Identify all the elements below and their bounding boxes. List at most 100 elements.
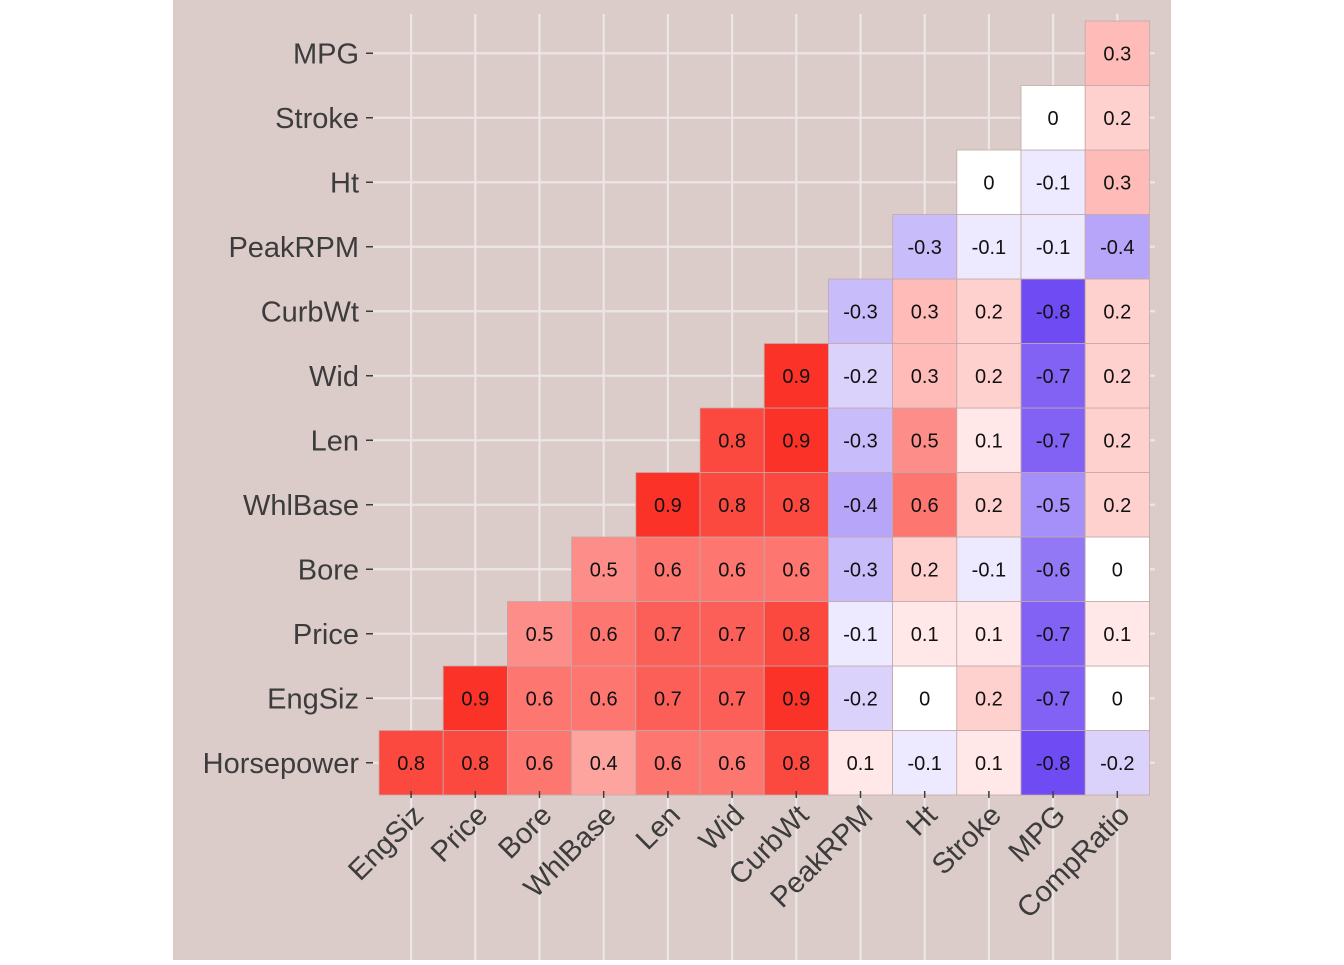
heatmap-cell xyxy=(828,343,894,409)
heatmap-cell xyxy=(699,730,765,796)
cell-value-label: 0.8 xyxy=(782,753,810,775)
y-tick-label: Price xyxy=(293,619,359,651)
heatmap-cell xyxy=(1020,343,1086,409)
cell-value-label: -0.1 xyxy=(1036,172,1070,194)
cell-value-label: 0.1 xyxy=(975,753,1003,775)
cell-value-label: -0.3 xyxy=(843,559,877,581)
heatmap-cell xyxy=(699,665,765,731)
heatmap-cell xyxy=(1084,472,1150,538)
cell-value-label: 0.4 xyxy=(590,753,618,775)
heatmap-cell xyxy=(1084,665,1150,731)
cell-value-label: -0.8 xyxy=(1036,301,1070,323)
cell-value-label: 0.2 xyxy=(1103,108,1131,130)
heatmap-cell xyxy=(506,730,572,796)
cell-value-label: 0.6 xyxy=(590,688,618,710)
cell-value-label: -0.1 xyxy=(1036,237,1070,259)
cell-value-label: 0.6 xyxy=(718,559,746,581)
cell-value-label: 0.2 xyxy=(975,366,1003,388)
cell-value-label: 0.6 xyxy=(782,559,810,581)
heatmap-cell xyxy=(1020,278,1086,344)
heatmap-cell xyxy=(956,407,1022,473)
cell-value-label: -0.7 xyxy=(1036,688,1070,710)
heatmap-cell xyxy=(1084,730,1150,796)
heatmap-cell xyxy=(763,472,829,538)
heatmap-cell xyxy=(1020,214,1086,280)
cell-value-label: 0.3 xyxy=(911,301,939,323)
heatmap-cell xyxy=(956,149,1022,215)
cell-value-label: -0.3 xyxy=(843,301,877,323)
heatmap-cell xyxy=(1084,536,1150,602)
cell-value-label: 0.7 xyxy=(654,688,682,710)
y-axis: Horsepower EngSiz Price Bore WhlBase Len Wid Cu… xyxy=(203,38,373,780)
heatmap-cell xyxy=(892,665,958,731)
cell-value-label: 0.6 xyxy=(526,753,554,775)
cell-value-label: -0.8 xyxy=(1036,753,1070,775)
cell-value-label: -0.1 xyxy=(972,559,1006,581)
cell-value-label: -0.3 xyxy=(843,430,877,452)
heatmap-cell xyxy=(1020,149,1086,215)
cell-value-label: 0.6 xyxy=(654,559,682,581)
heatmap-cell xyxy=(892,214,958,280)
y-tick-label: Horsepower xyxy=(203,748,360,780)
cell-value-label: 0.3 xyxy=(1103,172,1131,194)
cell-value-label: 0.8 xyxy=(461,753,489,775)
y-tick-label: Stroke xyxy=(275,103,359,135)
y-tick-label: EngSiz xyxy=(267,683,359,715)
cell-value-label: 0.2 xyxy=(911,559,939,581)
heatmap-cell xyxy=(1020,536,1086,602)
y-tick-label: Wid xyxy=(309,361,359,393)
cell-value-label: 0.2 xyxy=(975,495,1003,517)
heatmap-cell xyxy=(571,730,637,796)
heatmap-cell xyxy=(1084,85,1150,151)
cell-value-label: -0.4 xyxy=(843,495,877,517)
heatmap-cell xyxy=(828,278,894,344)
cell-value-label: -0.7 xyxy=(1036,624,1070,646)
cell-value-label: 0.3 xyxy=(911,366,939,388)
heatmap-cell xyxy=(956,665,1022,731)
heatmap-cell xyxy=(1084,278,1150,344)
y-tick-label: WhlBase xyxy=(243,490,359,522)
heatmap-cell xyxy=(442,665,508,731)
cell-value-label: 0.1 xyxy=(975,624,1003,646)
heatmap-cell xyxy=(571,665,637,731)
cell-value-label: 0.6 xyxy=(590,624,618,646)
heatmap-cell xyxy=(763,730,829,796)
heatmap-tiles xyxy=(378,20,1150,796)
y-tick-label: Len xyxy=(311,425,359,457)
cell-value-label: 0.9 xyxy=(782,430,810,452)
heatmap-cell xyxy=(1020,601,1086,667)
heatmap-cell xyxy=(828,536,894,602)
cell-value-label: 0.6 xyxy=(654,753,682,775)
cell-value-label: 0.9 xyxy=(782,688,810,710)
heatmap-cell xyxy=(1020,85,1086,151)
cell-value-label: 0.9 xyxy=(461,688,489,710)
heatmap-cell xyxy=(892,472,958,538)
y-tick-label: Bore xyxy=(298,554,359,586)
y-tick-label: MPG xyxy=(293,38,359,70)
cell-value-label: 0.9 xyxy=(654,495,682,517)
cell-value-label: -0.5 xyxy=(1036,495,1070,517)
cell-value-label: -0.6 xyxy=(1036,559,1070,581)
heatmap-cell xyxy=(1084,20,1150,86)
cell-value-label: 0.2 xyxy=(1103,301,1131,323)
heatmap-cell xyxy=(635,601,701,667)
heatmap-cell xyxy=(1020,472,1086,538)
heatmap-cell xyxy=(635,472,701,538)
cell-value-label: 0.2 xyxy=(975,301,1003,323)
cell-value-label: 0.2 xyxy=(975,688,1003,710)
cell-value-label: 0 xyxy=(1048,108,1059,130)
y-tick-label: Ht xyxy=(330,167,359,199)
y-tick-label: PeakRPM xyxy=(228,232,359,264)
heatmap-cell xyxy=(571,601,637,667)
cell-value-label: 0.8 xyxy=(397,753,425,775)
cell-value-label: -0.7 xyxy=(1036,366,1070,388)
heatmap-cell xyxy=(699,407,765,473)
cell-value-label: 0.1 xyxy=(911,624,939,646)
heatmap-cell xyxy=(1084,601,1150,667)
heatmap-cell xyxy=(571,536,637,602)
cell-value-label: 0 xyxy=(1112,688,1123,710)
heatmap-cell xyxy=(635,730,701,796)
heatmap-cell xyxy=(1020,407,1086,473)
